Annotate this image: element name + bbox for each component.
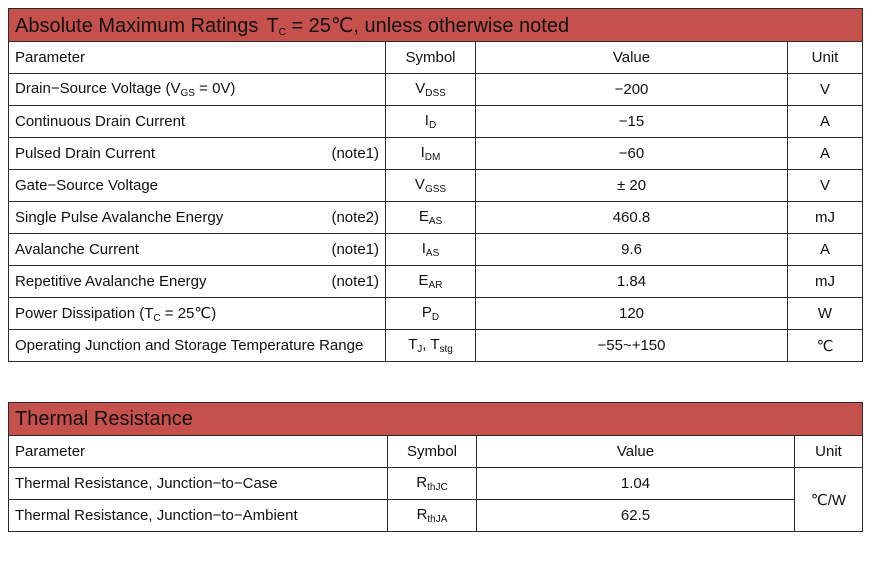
table-row: Power Dissipation (TC = 25℃) PD 120 W (8, 297, 864, 330)
value-cell: −15 (475, 105, 788, 138)
thermal-resistance-table: Thermal Resistance Parameter Symbol Valu… (7, 402, 864, 532)
value-cell: 1.04 (476, 467, 795, 500)
unit-cell: mJ (786, 265, 864, 298)
param-cell: Pulsed Drain Current (note1) (8, 137, 386, 170)
param-cell: Power Dissipation (TC = 25℃) (8, 297, 386, 330)
param-cell: Drain−Source Voltage (VGS = 0V) (8, 73, 386, 106)
symbol-cell: IDM (385, 137, 476, 170)
note-label: (note1) (331, 241, 379, 258)
param-cell: Gate−Source Voltage (8, 169, 386, 202)
value-cell: ± 20 (475, 169, 788, 202)
table-row: Pulsed Drain Current (note1) IDM −60 A (8, 137, 864, 170)
table-row: Operating Junction and Storage Temperatu… (8, 329, 864, 362)
param-cell: Continuous Drain Current (8, 105, 386, 138)
table-row: Continuous Drain Current ID −15 A (8, 105, 864, 138)
symbol-cell: RthJC (387, 467, 477, 500)
unit-cell: A (786, 137, 864, 170)
value-cell: 460.8 (475, 201, 788, 234)
param-cell: Thermal Resistance, Junction−to−Case (8, 467, 388, 500)
header-value: Value (475, 41, 788, 74)
note-label: (note2) (331, 209, 379, 226)
symbol-cell: VDSS (385, 73, 476, 106)
title-text: Absolute Maximum Ratings (15, 14, 259, 37)
header-parameter: Parameter (8, 435, 388, 468)
header-symbol: Symbol (385, 41, 476, 74)
note-label: (note1) (331, 145, 379, 162)
symbol-cell: IAS (385, 233, 476, 266)
unit-cell: A (786, 105, 864, 138)
param-cell: Avalanche Current (note1) (8, 233, 386, 266)
header-row: Parameter Symbol Value Unit (8, 41, 864, 74)
table-row: Repetitive Avalanche Energy (note1) EAR 1.8… (8, 265, 864, 298)
table-row: Thermal Resistance, Junction−to−Case Rth… (8, 467, 864, 532)
table-row: Drain−Source Voltage (VGS = 0V) VDSS −200 V (8, 73, 864, 106)
value-cell: 9.6 (475, 233, 788, 266)
value-cell: 1.84 (475, 265, 788, 298)
value-cell: 62.5 (476, 499, 795, 532)
table-row: Thermal Resistance, Junction−to−Ambient … (8, 499, 863, 532)
value-cell: −55~+150 (475, 329, 788, 362)
unit-cell: ℃ (786, 329, 864, 362)
table-row: Gate−Source Voltage VGSS ± 20 V (8, 169, 864, 202)
symbol-cell: EAR (385, 265, 476, 298)
note-label: (note1) (331, 273, 379, 290)
symbol-cell: EAS (385, 201, 476, 234)
symbol-cell: ID (385, 105, 476, 138)
unit-cell: W (786, 297, 864, 330)
table-title: Thermal Resistance (7, 402, 864, 436)
header-value: Value (476, 435, 795, 468)
table-title: Absolute Maximum Ratings TC = 25℃, unless… (7, 8, 864, 42)
param-cell: Repetitive Avalanche Energy (note1) (8, 265, 386, 298)
unit-cell: V (786, 73, 864, 106)
table-row: Avalanche Current (note1) IAS 9.6 A (8, 233, 864, 266)
symbol-cell: TJ, Tstg (385, 329, 476, 362)
header-parameter: Parameter (8, 41, 386, 74)
header-unit: Unit (786, 41, 864, 74)
absolute-max-ratings-table: Absolute Maximum Ratings TC = 25℃, unless… (7, 8, 864, 362)
header-symbol: Symbol (387, 435, 477, 468)
table-row: Single Pulse Avalanche Energy (note2) EAS 4… (8, 201, 864, 234)
symbol-cell: VGSS (385, 169, 476, 202)
symbol-cell: PD (385, 297, 476, 330)
unit-cell: A (786, 233, 864, 266)
header-unit: Unit (793, 435, 864, 468)
condition-text: TC = 25℃, unless otherwise noted (266, 14, 570, 38)
param-cell: Operating Junction and Storage Temperatu… (8, 329, 386, 362)
value-cell: 120 (475, 297, 788, 330)
value-cell: −60 (475, 137, 788, 170)
unit-cell: V (786, 169, 864, 202)
unit-cell: mJ (786, 201, 864, 234)
param-cell: Thermal Resistance, Junction−to−Ambient (8, 499, 388, 532)
value-cell: −200 (475, 73, 788, 106)
param-cell: Single Pulse Avalanche Energy (note2) (8, 201, 386, 234)
symbol-cell: RthJA (387, 499, 477, 532)
header-row: Parameter Symbol Value Unit (8, 435, 864, 468)
unit-cell: ℃/W (793, 467, 864, 532)
